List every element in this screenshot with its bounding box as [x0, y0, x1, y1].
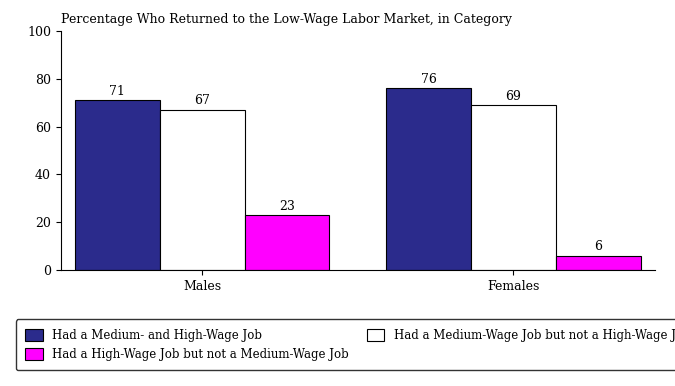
Bar: [160, 110, 244, 270]
Bar: [244, 215, 329, 270]
Text: 76: 76: [421, 73, 437, 86]
Text: 23: 23: [279, 200, 295, 213]
Bar: [556, 256, 641, 270]
Text: Percentage Who Returned to the Low-Wage Labor Market, in Category: Percentage Who Returned to the Low-Wage …: [61, 13, 512, 25]
Bar: [386, 88, 471, 270]
Text: 69: 69: [506, 90, 521, 103]
Text: 67: 67: [194, 95, 210, 107]
Bar: [471, 105, 556, 270]
Legend: Had a Medium- and High-Wage Job, Had a High-Wage Job but not a Medium-Wage Job, : Had a Medium- and High-Wage Job, Had a H…: [16, 319, 675, 370]
Text: 6: 6: [594, 240, 602, 254]
Bar: [75, 100, 160, 270]
Text: 71: 71: [109, 85, 126, 98]
